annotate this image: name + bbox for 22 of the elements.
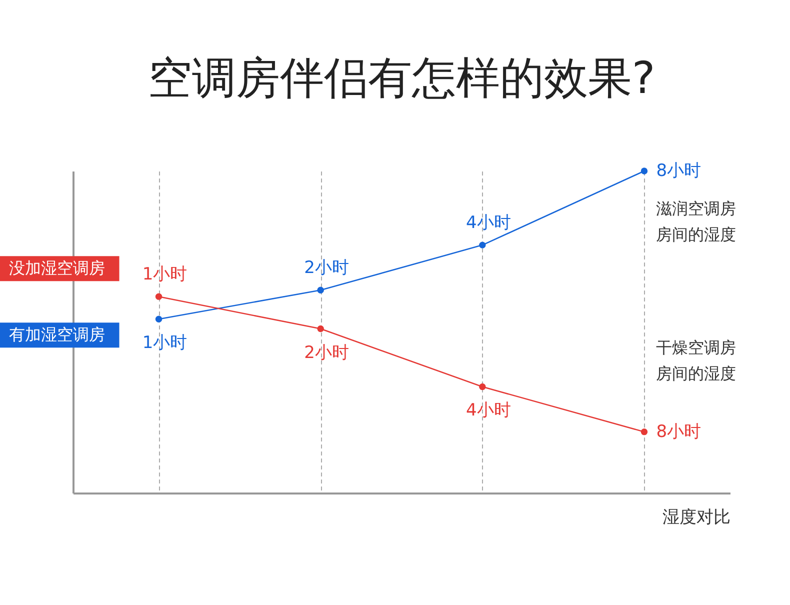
text: 有加湿空调房 — [8, 325, 105, 344]
annotation: 2小时 — [304, 342, 350, 363]
x-axis-title: 湿度对比 — [662, 508, 730, 528]
annotation: 1小时 — [142, 333, 188, 354]
annotation: 滋润空调房房间的湿度 — [656, 199, 736, 244]
annotation: 2小时 — [304, 258, 350, 278]
annotation: 干燥空调房房间的湿度 — [656, 338, 736, 383]
annotation: 1小时 — [142, 264, 188, 285]
text: 没加湿空调房 — [8, 258, 105, 278]
chart-title: 空调房伴侣有怎样的效果? — [148, 53, 656, 104]
annotation: 8小时 — [656, 422, 702, 442]
point — [317, 325, 324, 332]
annotation: 4小时 — [466, 400, 511, 421]
point — [317, 286, 324, 294]
annotation: 4小时 — [466, 213, 511, 234]
point — [479, 383, 486, 390]
point — [640, 168, 648, 174]
point — [155, 316, 162, 322]
point — [155, 293, 162, 300]
point — [479, 242, 486, 248]
annotation: 8小时 — [656, 161, 702, 181]
point — [640, 428, 648, 436]
